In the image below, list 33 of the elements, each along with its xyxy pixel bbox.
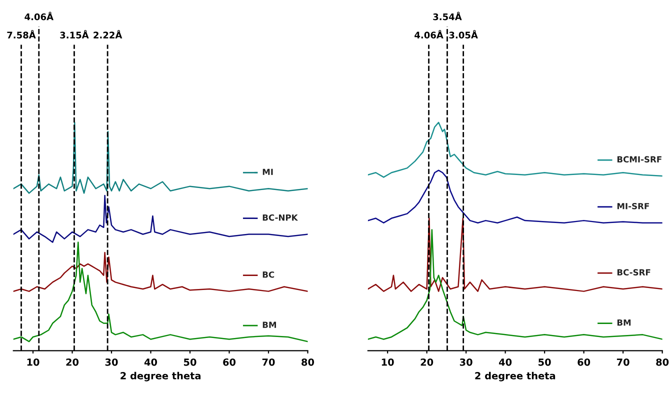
x-tick-label: 80: [656, 358, 669, 366]
ref-line-label: 2.22Å: [94, 30, 122, 38]
x-axis-title: 2 degree theta: [120, 372, 200, 382]
ref-line-label: 7.58Å: [7, 30, 36, 38]
x-tick-label: 80: [302, 358, 314, 366]
ref-line-label: 3.05Å: [449, 30, 478, 38]
legend-label: BC-SRF: [617, 269, 650, 276]
x-axis-title: 2 degree theta: [475, 372, 556, 382]
x-tick-label: 40: [144, 358, 158, 366]
x-tick-label: 50: [184, 358, 196, 366]
x-tick-label: 30: [105, 358, 118, 366]
x-tick-label: 40: [498, 358, 512, 366]
x-tick-label: 30: [460, 358, 472, 366]
legend-label: BC-NPK: [262, 214, 298, 221]
x-tick-label: 60: [578, 358, 590, 366]
legend-label: MI-SRF: [617, 202, 649, 210]
ref-line-label: 3.54Å: [433, 12, 462, 20]
ref-line-label: 3.15Å: [60, 30, 89, 38]
x-tick-label: 70: [262, 358, 275, 366]
legend-label: MI: [262, 168, 273, 175]
legend-label: BCMI-SRF: [617, 156, 662, 162]
x-tick-label: 70: [616, 358, 630, 366]
legend-label: BM: [262, 322, 276, 328]
x-tick-label: 60: [223, 358, 236, 366]
x-tick-label: 50: [538, 358, 551, 366]
x-tick-label: 20: [66, 358, 79, 366]
x-tick-label: 10: [382, 358, 394, 366]
legend-label: BM: [617, 319, 631, 326]
x-tick-label: 10: [27, 358, 40, 366]
legend-label: BC: [262, 271, 274, 278]
ref-line-label: 4.06Å: [414, 30, 444, 38]
ref-line-label: 4.06Å: [24, 12, 54, 20]
x-tick-label: 20: [420, 358, 434, 366]
